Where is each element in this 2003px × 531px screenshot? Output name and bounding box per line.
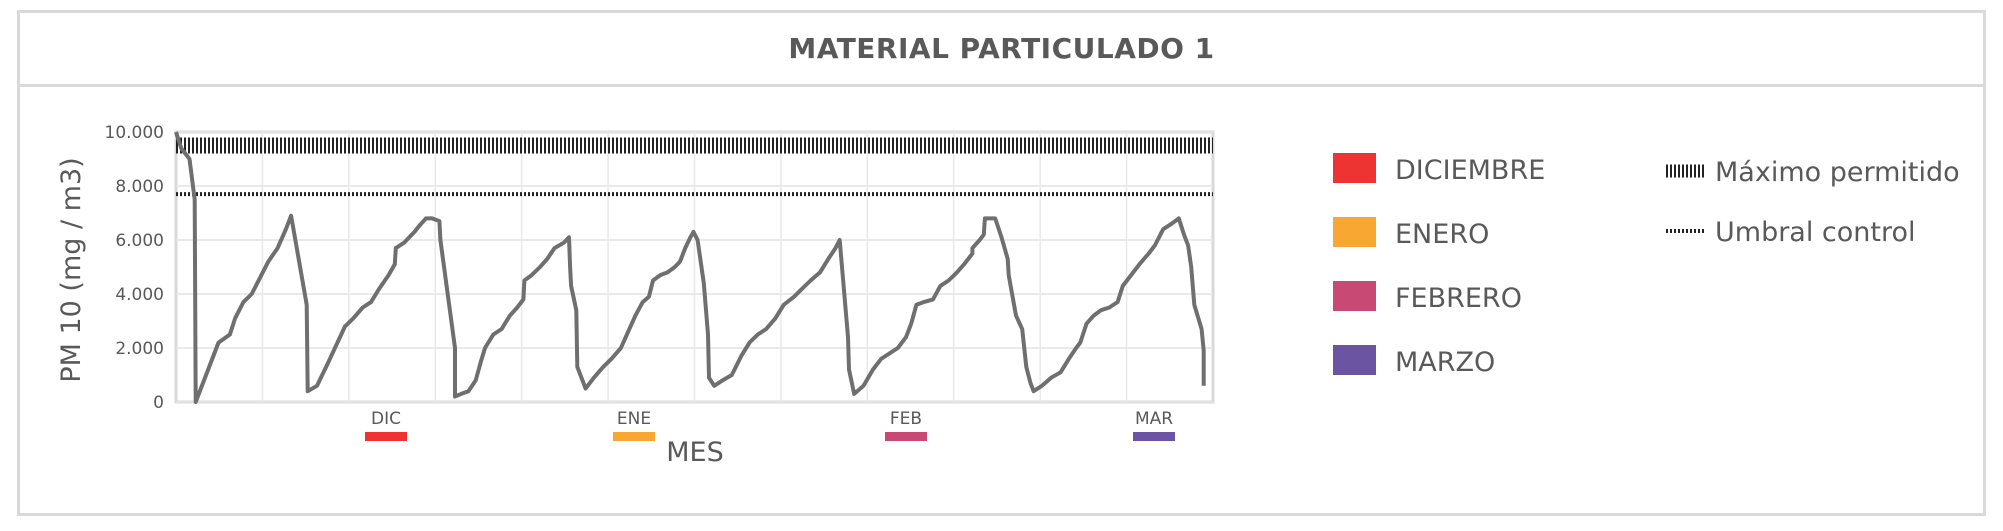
- legend-swatch-enero: [1333, 217, 1376, 247]
- month-color-bar-feb: [885, 432, 927, 441]
- legend-label-umbral-control: Umbral control: [1715, 217, 1916, 248]
- legend-label-diciembre: DICIEMBRE: [1395, 155, 1545, 186]
- axes: 0 2.000 4.000 6.000 8.000 10.000: [105, 123, 164, 413]
- x-axis-label: MES: [666, 437, 724, 468]
- legend-swatch-febrero: [1333, 281, 1376, 311]
- y-tick-label: 2.000: [115, 339, 164, 359]
- grid: [174, 130, 1215, 404]
- y-axis-label: PM 10 (mg / m3): [56, 157, 87, 382]
- title-bar: MATERIAL PARTICULADO 1: [20, 13, 1983, 87]
- month-label-feb: FEB: [890, 409, 922, 429]
- month-color-bar-dic: [365, 432, 407, 441]
- legend-label-enero: ENERO: [1395, 219, 1489, 250]
- y-tick-label: 4.000: [115, 285, 164, 305]
- threshold-lines: [176, 137, 1213, 197]
- series-layer: [174, 131, 1206, 404]
- month-label-dic: DIC: [371, 409, 401, 429]
- y-tick-label: 10.000: [105, 123, 164, 143]
- legend-label-marzo: MARZO: [1395, 347, 1495, 378]
- y-tick-label: 0: [153, 393, 164, 413]
- legend-label-febrero: FEBRERO: [1395, 283, 1522, 314]
- month-color-bar-mar: [1133, 432, 1175, 441]
- month-markers: DIC ENE FEB MAR: [365, 409, 1175, 441]
- legend-label-maximo-permitido: Máximo permitido: [1715, 157, 1960, 188]
- legend: DICIEMBRE ENERO FEBRERO MARZO Máximo permiti…: [1333, 153, 1960, 378]
- pm10-series-line: [174, 131, 1206, 404]
- chart-title: MATERIAL PARTICULADO 1: [788, 32, 1215, 65]
- month-label-mar: MAR: [1135, 409, 1173, 429]
- y-tick-label: 6.000: [115, 231, 164, 251]
- y-tick-label: 8.000: [115, 177, 164, 197]
- month-label-ene: ENE: [617, 409, 651, 429]
- legend-swatch-marzo: [1333, 345, 1376, 375]
- month-color-bar-ene: [613, 432, 655, 441]
- legend-swatch-diciembre: [1333, 153, 1376, 183]
- chart-frame: MATERIAL PARTICULADO 1: [17, 10, 1986, 516]
